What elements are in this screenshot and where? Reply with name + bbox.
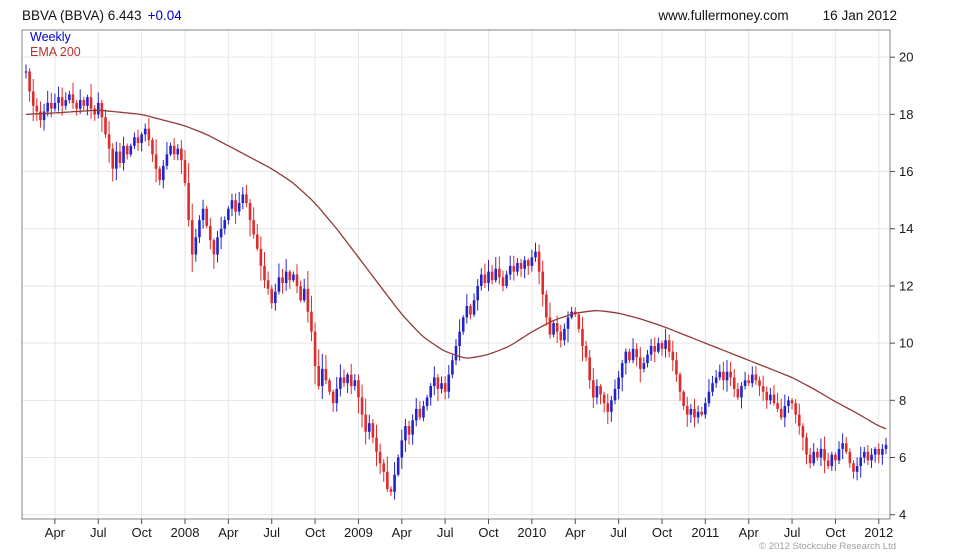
timeframe-label: Weekly (30, 30, 71, 44)
svg-text:18: 18 (899, 107, 913, 122)
svg-text:10: 10 (899, 336, 913, 351)
svg-text:2009: 2009 (344, 525, 373, 540)
svg-text:16: 16 (899, 164, 913, 179)
site-url-label: www.fullermoney.com (658, 7, 789, 23)
chart-header: BBVA (BBVA) 6.443 +0.04 www.fullermoney.… (0, 0, 980, 26)
svg-text:Jul: Jul (784, 525, 801, 540)
instrument-price-label: BBVA (BBVA) 6.443 (22, 7, 142, 23)
svg-text:Jul: Jul (437, 525, 454, 540)
svg-text:6: 6 (899, 450, 906, 465)
svg-text:2008: 2008 (171, 525, 200, 540)
svg-text:Oct: Oct (652, 525, 673, 540)
svg-text:2011: 2011 (691, 525, 719, 540)
svg-text:8: 8 (899, 393, 906, 408)
svg-text:2010: 2010 (517, 525, 546, 540)
svg-text:12: 12 (899, 278, 913, 293)
svg-text:Jul: Jul (90, 525, 107, 540)
date-label: 16 Jan 2012 (822, 7, 897, 23)
svg-text:Apr: Apr (45, 525, 66, 540)
svg-text:Oct: Oct (305, 525, 326, 540)
svg-text:4: 4 (899, 507, 906, 522)
copyright-label: © 2012 Stockcube Research Ltd (759, 541, 896, 552)
svg-text:14: 14 (899, 221, 913, 236)
svg-text:Apr: Apr (218, 525, 239, 540)
svg-text:Oct: Oct (478, 525, 499, 540)
svg-text:Apr: Apr (565, 525, 586, 540)
svg-text:20: 20 (899, 50, 913, 65)
svg-text:Jul: Jul (610, 525, 627, 540)
svg-text:Oct: Oct (132, 525, 153, 540)
svg-text:Oct: Oct (825, 525, 846, 540)
svg-text:Apr: Apr (739, 525, 760, 540)
ema-legend-label: EMA 200 (30, 45, 81, 59)
svg-text:2012: 2012 (864, 525, 893, 540)
svg-text:Apr: Apr (392, 525, 413, 540)
price-change-label: +0.04 (147, 7, 182, 23)
svg-text:Jul: Jul (263, 525, 280, 540)
